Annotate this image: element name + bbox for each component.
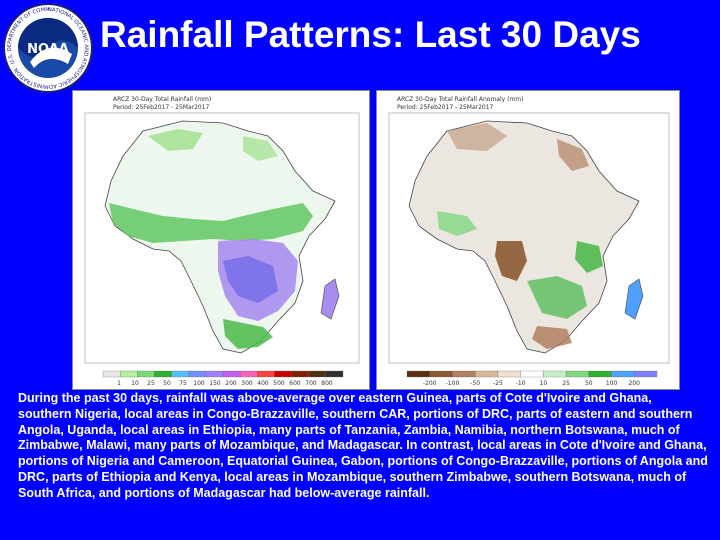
legend-tick-label: 200 [629,380,641,387]
map-period: Period: 25Feb2017 - 25Mar2017 [397,104,494,111]
legend-tick-label: -25 [493,380,503,387]
slide-caption: During the past 30 days, rainfall was ab… [18,391,708,500]
legend-swatch [588,370,612,378]
map-header: ARCZ 30-Day Total Rainfall (mm) [113,96,211,103]
madagascar [624,278,644,320]
legend-swatch [154,370,172,378]
legend-swatch [543,370,567,378]
legend-tick-label: 50 [585,380,593,387]
legend-tick-label: 25 [147,380,155,387]
legend-swatch [611,370,635,378]
legend-swatch [308,370,327,378]
legend-tick-label: 700 [305,380,317,387]
legend-swatch [565,370,589,378]
legend-swatch [475,370,499,378]
legend-swatch [188,370,207,378]
legend-tick-label: 300 [241,380,253,387]
legend-tick-label: 1 [117,380,121,387]
legend-tick-label: 10 [540,380,548,387]
slide-title: Rainfall Patterns: Last 30 Days [100,14,641,55]
map-period: Period: 25Feb2017 - 25Mar2017 [113,104,210,111]
legend-swatch [119,370,138,378]
map-header: ARCZ 30-Day Total Rainfall Anomaly (mm) [397,96,523,103]
legend-swatch [325,370,344,378]
legend-tick-label: 600 [289,380,301,387]
legend-tick-label: 500 [273,380,285,387]
legend-swatch [634,370,658,378]
legend-tick-label: -10 [516,380,526,387]
legend-swatch [102,370,121,378]
legend-tick-label: 800 [321,380,333,387]
legend-swatch [406,370,430,378]
legend-swatch [520,370,544,378]
legend-swatch [291,370,309,378]
legend-swatch [429,370,453,378]
madagascar [320,278,340,320]
legend-swatch [497,370,521,378]
rainfall-anomaly-map: ARCZ 30-Day Total Rainfall Anomaly (mm) … [376,90,680,390]
legend-tick-label: -50 [470,380,480,387]
total-rainfall-map: ARCZ 30-Day Total Rainfall (mm) Period: … [72,90,370,390]
legend-swatch [452,370,476,378]
legend-swatch [274,370,292,378]
noaa-logo-text: NOAA [27,42,69,57]
legend-swatch [205,370,224,378]
legend-swatch [137,370,155,378]
legend-tick-label: 400 [257,380,269,387]
legend-swatch [257,370,275,378]
anomaly-legend: -200 -100 -50 -25 -10 10 25 50 100 200 [406,370,658,387]
legend-tick-label: -100 [446,380,460,387]
legend-tick-label: 75 [179,380,187,387]
legend-tick-label: 150 [209,380,221,387]
legend-tick-label: 100 [193,380,205,387]
legend-tick-label: 50 [163,380,171,387]
legend-tick-label: 100 [606,380,618,387]
legend-tick-label: 10 [131,380,139,387]
legend-swatch [239,370,258,378]
rainfall-legend: 1 10 25 50 75 100 150 200 300 400 500 600 700 800 [102,370,344,387]
legend-tick-label: 25 [562,380,570,387]
legend-swatch [171,370,189,378]
legend-swatch [222,370,241,378]
legend-tick-label: 200 [225,380,237,387]
legend-tick-label: -200 [423,380,437,387]
noaa-logo: NOAA NATIONAL OCEANIC AND ATMOSPHERIC AD… [0,0,94,94]
